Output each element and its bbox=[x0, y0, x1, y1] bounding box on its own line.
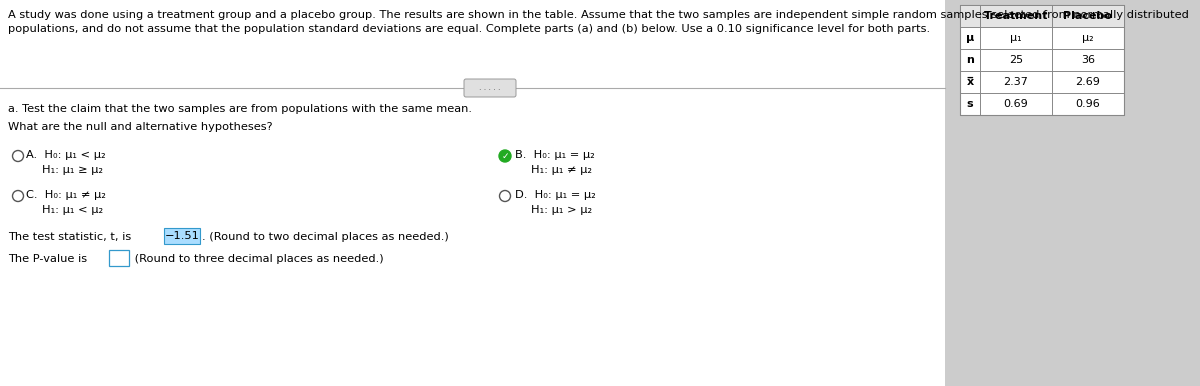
Text: H₁: μ₁ > μ₂: H₁: μ₁ > μ₂ bbox=[530, 205, 592, 215]
Text: H₁: μ₁ < μ₂: H₁: μ₁ < μ₂ bbox=[42, 205, 103, 215]
Text: The test statistic, t, is: The test statistic, t, is bbox=[8, 232, 134, 242]
Text: C.  H₀: μ₁ ≠ μ₂: C. H₀: μ₁ ≠ μ₂ bbox=[26, 190, 106, 200]
Text: 0.96: 0.96 bbox=[1075, 99, 1100, 109]
FancyBboxPatch shape bbox=[164, 228, 200, 244]
Text: H₁: μ₁ ≠ μ₂: H₁: μ₁ ≠ μ₂ bbox=[530, 165, 592, 175]
FancyBboxPatch shape bbox=[0, 0, 946, 386]
FancyBboxPatch shape bbox=[960, 5, 1124, 27]
FancyBboxPatch shape bbox=[464, 79, 516, 97]
Text: Placebo: Placebo bbox=[1063, 11, 1112, 21]
Text: H₁: μ₁ ≥ μ₂: H₁: μ₁ ≥ μ₂ bbox=[42, 165, 103, 175]
Text: 25: 25 bbox=[1009, 55, 1024, 65]
Text: 0.69: 0.69 bbox=[1003, 99, 1028, 109]
FancyBboxPatch shape bbox=[960, 5, 1124, 115]
Text: 2.37: 2.37 bbox=[1003, 77, 1028, 87]
Text: n: n bbox=[966, 55, 974, 65]
Text: . . . . .: . . . . . bbox=[479, 83, 500, 93]
Text: (Round to three decimal places as needed.): (Round to three decimal places as needed… bbox=[131, 254, 384, 264]
Text: 2.69: 2.69 bbox=[1075, 77, 1100, 87]
Text: A study was done using a treatment group and a placebo group. The results are sh: A study was done using a treatment group… bbox=[8, 10, 1189, 20]
Text: μ₁: μ₁ bbox=[1010, 33, 1022, 43]
Text: . (Round to two decimal places as needed.): . (Round to two decimal places as needed… bbox=[202, 232, 449, 242]
FancyBboxPatch shape bbox=[109, 250, 130, 266]
Text: μ: μ bbox=[966, 33, 974, 43]
Text: x̅: x̅ bbox=[966, 77, 973, 87]
Text: What are the null and alternative hypotheses?: What are the null and alternative hypoth… bbox=[8, 122, 272, 132]
Text: D.  H₀: μ₁ = μ₂: D. H₀: μ₁ = μ₂ bbox=[515, 190, 595, 200]
Text: s: s bbox=[967, 99, 973, 109]
Text: A.  H₀: μ₁ < μ₂: A. H₀: μ₁ < μ₂ bbox=[26, 150, 106, 160]
Text: −1.51: −1.51 bbox=[164, 231, 199, 241]
Text: Treatment: Treatment bbox=[984, 11, 1048, 21]
Text: 36: 36 bbox=[1081, 55, 1096, 65]
Text: populations, and do not assume that the population standard deviations are equal: populations, and do not assume that the … bbox=[8, 24, 930, 34]
Text: ✓: ✓ bbox=[502, 151, 509, 161]
Text: a. Test the claim that the two samples are from populations with the same mean.: a. Test the claim that the two samples a… bbox=[8, 104, 472, 114]
Circle shape bbox=[499, 150, 511, 162]
Text: The P-value is: The P-value is bbox=[8, 254, 91, 264]
Text: μ₂: μ₂ bbox=[1082, 33, 1094, 43]
Text: B.  H₀: μ₁ = μ₂: B. H₀: μ₁ = μ₂ bbox=[515, 150, 595, 160]
